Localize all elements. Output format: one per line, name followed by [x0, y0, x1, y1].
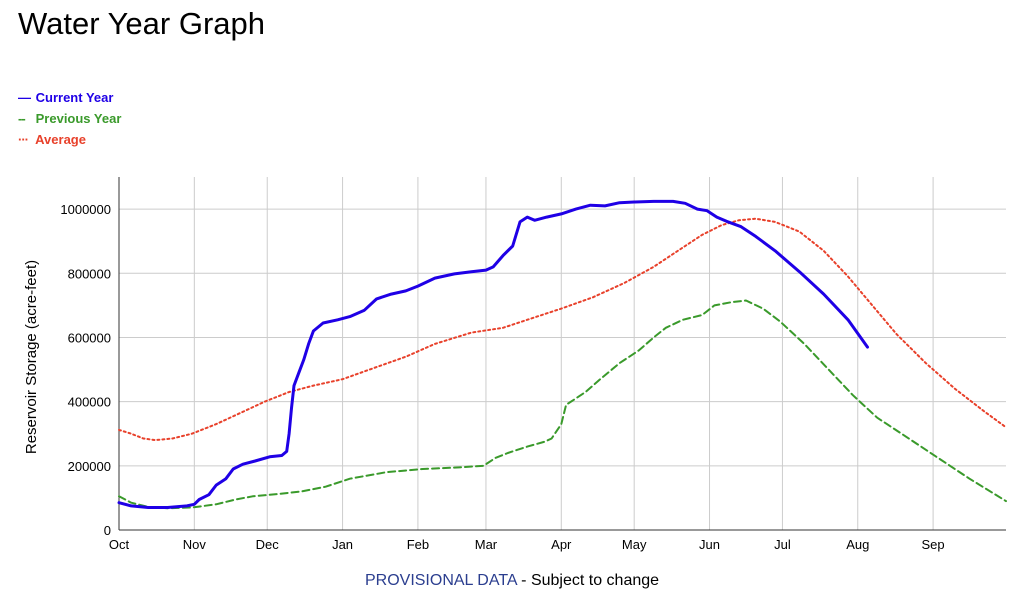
x-tick-label: Jul	[774, 537, 791, 552]
axes: 0 200000 400000 600000 800000 1000000 Oct Nov De…	[60, 177, 1006, 552]
provisional-suffix: - Subject to change	[516, 572, 660, 589]
legend-label-current-year: Current Year	[35, 90, 114, 105]
y-tick-label: 1000000	[60, 202, 111, 217]
legend-swatch-previous-year: --	[18, 111, 26, 126]
y-tick-label: 200000	[68, 459, 111, 474]
x-tick-label: Oct	[109, 537, 130, 552]
x-tick-label: Feb	[407, 537, 429, 552]
legend-item-current-year: — Current Year	[18, 89, 121, 110]
x-tick-label: Jun	[699, 537, 720, 552]
series-line-current-year	[117, 199, 869, 509]
x-tick-label: Apr	[551, 537, 572, 552]
x-tick-label: Jan	[332, 537, 353, 552]
legend-swatch-current-year: —	[18, 90, 31, 105]
x-tick-label: May	[622, 537, 647, 552]
x-tick-label: Dec	[256, 537, 280, 552]
page-title: Water Year Graph	[18, 6, 265, 41]
series-line-previous-year	[118, 299, 1007, 510]
legend-item-previous-year: -- Previous Year	[18, 110, 121, 131]
legend-item-average: ··· Average	[18, 131, 121, 152]
grid	[119, 177, 1006, 530]
series-lines	[117, 199, 1007, 510]
legend-label-average: Average	[35, 132, 86, 147]
y-tick-label: 400000	[68, 395, 111, 410]
y-axis-label: Reservoir Storage (acre-feet)	[23, 260, 40, 454]
y-tick-label: 600000	[68, 330, 111, 345]
x-tick-label: Sep	[922, 537, 945, 552]
x-tick-label: Mar	[475, 537, 498, 552]
legend: — Current Year -- Previous Year ··· Aver…	[18, 89, 121, 152]
legend-label-previous-year: Previous Year	[35, 111, 122, 126]
y-tick-label: 800000	[68, 266, 111, 281]
x-tick-label: Aug	[846, 537, 869, 552]
footer-note: PROVISIONAL DATA - Subject to change	[0, 572, 1024, 590]
x-tick-label: Nov	[183, 537, 207, 552]
legend-swatch-average: ···	[18, 132, 29, 147]
y-tick-label: 0	[104, 523, 111, 538]
series-line-average	[118, 217, 1007, 442]
provisional-label: PROVISIONAL DATA	[364, 572, 517, 589]
